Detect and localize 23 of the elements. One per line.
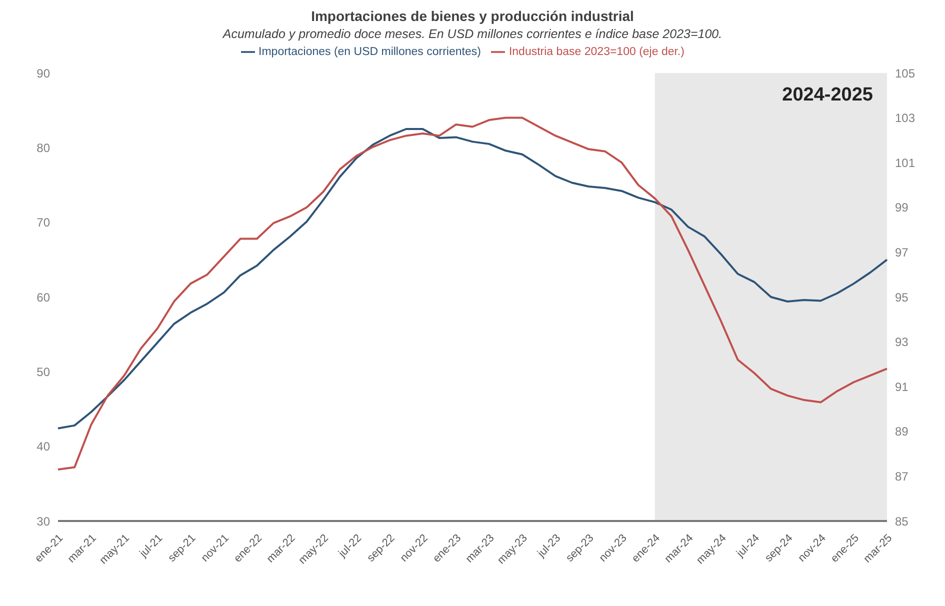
y-tick-label: 70 [36,216,50,230]
y-tick-label: 40 [36,440,50,454]
y2-tick-label: 89 [895,424,909,439]
y-tick-label: 50 [36,364,50,379]
legend-label: Importaciones (en USD millones corrientes) [258,46,481,58]
y2-tick-label: 85 [895,514,909,528]
y2-tick-label: 91 [895,380,909,394]
legend-label: Industria base 2023=100 (eje der.) [508,46,684,58]
y2-tick-label: 93 [895,335,909,350]
chart-subtitle: Acumulado y promedio doce meses. En USD millones corrientes e índice base 2023=100. [221,27,724,41]
y2-tick-label: 99 [895,200,909,215]
y-tick-label: 80 [36,140,50,155]
y2-tick-label: 87 [895,469,909,484]
y2-tick-label: 97 [895,245,909,260]
y2-tick-label: 103 [895,111,916,126]
y-tick-label: 90 [36,66,50,80]
y-tick-label: 60 [36,290,50,304]
y2-tick-label: 95 [895,290,909,304]
y-tick-label: 30 [36,514,50,528]
band-label: 2024-2025 [782,84,874,106]
y2-tick-label: 101 [895,156,916,170]
y2-tick-label: 105 [895,66,916,80]
chart-title: Importaciones de bienes y producción industrial [310,8,635,24]
